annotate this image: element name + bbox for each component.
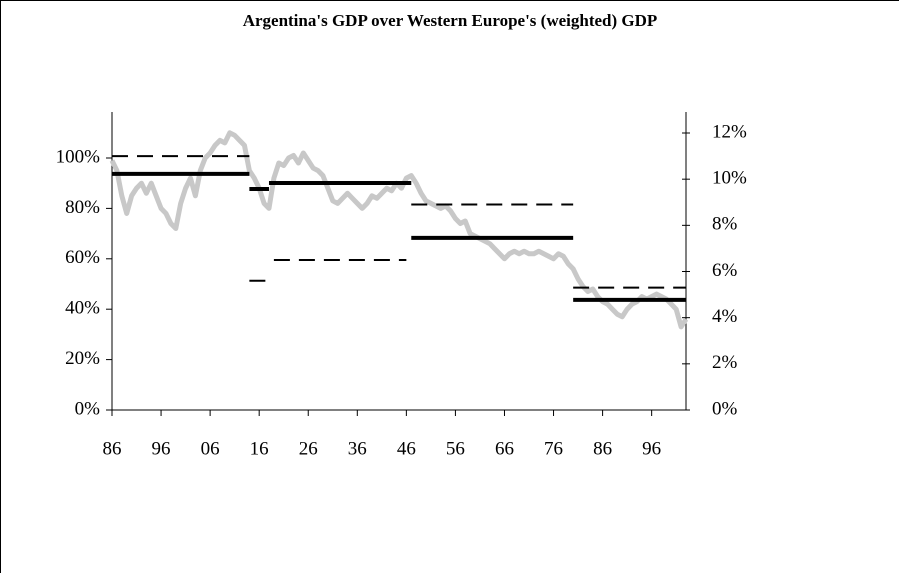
y-tick-label: 60% (65, 247, 100, 268)
y-tick-label: 100% (56, 146, 101, 167)
y2-tick-label: 12% (712, 121, 747, 142)
x-tick-label: 86 (103, 438, 122, 459)
x-tick-label: 76 (544, 438, 563, 459)
x-tick-label: 96 (152, 438, 171, 459)
x-tick-label: 66 (495, 438, 514, 459)
x-tick-label: 46 (397, 438, 416, 459)
y-tick-label: 40% (65, 298, 100, 319)
x-tick-label: 26 (299, 438, 318, 459)
x-tick-label: 16 (250, 438, 269, 459)
y-tick-label: 80% (65, 197, 100, 218)
y-tick-label: 20% (65, 348, 100, 369)
x-tick-label: 86 (593, 438, 612, 459)
x-tick-label: 96 (642, 438, 661, 459)
chart-title: Argentina's GDP over Western Europe's (w… (243, 11, 658, 30)
y2-tick-label: 8% (712, 214, 738, 235)
y2-tick-label: 0% (712, 398, 738, 419)
y-tick-label: 0% (75, 398, 101, 419)
y2-tick-label: 4% (712, 306, 738, 327)
x-tick-label: 56 (446, 438, 465, 459)
y2-tick-label: 6% (712, 260, 738, 281)
ratio-line (109, 130, 689, 330)
x-tick-label: 36 (348, 438, 367, 459)
y2-tick-label: 10% (712, 168, 747, 189)
x-tick-label: 06 (201, 438, 220, 459)
y2-tick-label: 2% (712, 352, 738, 373)
